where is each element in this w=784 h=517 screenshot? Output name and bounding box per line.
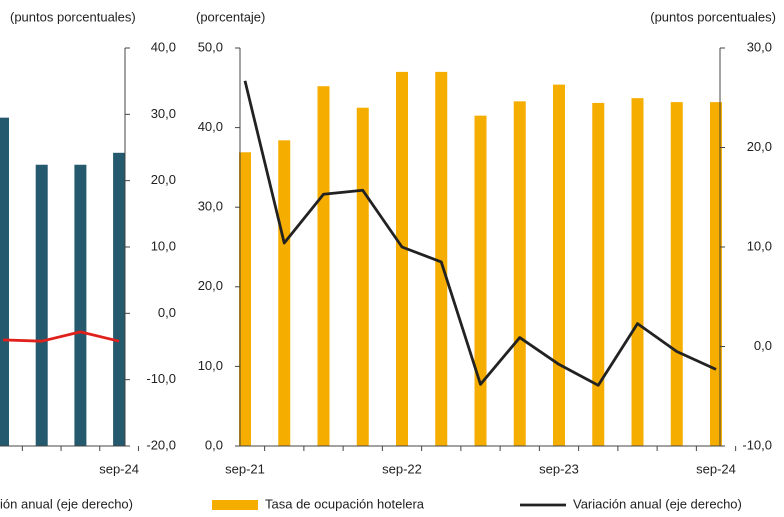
y2-tick-label: 30,0 bbox=[747, 39, 772, 54]
y-tick-label: 30,0 bbox=[198, 199, 223, 214]
y-tick-label: 0,0 bbox=[158, 305, 176, 320]
x-tick-label: sep-22 bbox=[382, 461, 422, 476]
legend-swatch bbox=[212, 500, 258, 510]
y-tick-label: 30,0 bbox=[151, 106, 176, 121]
line-series bbox=[243, 80, 717, 387]
bar bbox=[553, 84, 565, 446]
y2-tick-label: 10,0 bbox=[747, 238, 772, 253]
bar bbox=[396, 71, 408, 446]
y-tick-label: -20,0 bbox=[146, 437, 176, 452]
y-tick-label: 20,0 bbox=[151, 172, 176, 187]
y-tick-label: 0,0 bbox=[205, 437, 223, 452]
bar bbox=[35, 164, 48, 446]
line-series bbox=[2, 330, 120, 343]
bar bbox=[278, 140, 291, 446]
bar bbox=[356, 107, 369, 446]
y2-tick-label: 20,0 bbox=[747, 139, 772, 154]
x-tick-label: sep-24 bbox=[99, 461, 139, 476]
y-tick-label: 10,0 bbox=[198, 358, 223, 373]
bar bbox=[710, 102, 722, 447]
x-tick-label: sep-24 bbox=[696, 461, 736, 476]
legend-label: ión anual (eje derecho) bbox=[0, 496, 133, 511]
axis-label: (porcentaje) bbox=[196, 9, 265, 24]
y-tick-label: 10,0 bbox=[151, 238, 176, 253]
bar bbox=[631, 98, 644, 446]
bar bbox=[239, 152, 251, 446]
y-tick-label: -10,0 bbox=[146, 371, 176, 386]
x-tick-label: sep-21 bbox=[225, 461, 265, 476]
legend-label: Variación anual (eje derecho) bbox=[573, 496, 742, 511]
x-tick-label: sep-23 bbox=[539, 461, 579, 476]
bar bbox=[317, 86, 330, 446]
bar bbox=[670, 102, 683, 447]
bar bbox=[0, 117, 9, 447]
axis2-label: (puntos porcentuales) bbox=[650, 9, 776, 24]
bar bbox=[74, 164, 87, 446]
bar bbox=[113, 152, 126, 446]
y2-tick-label: -10,0 bbox=[742, 437, 772, 452]
bar bbox=[435, 71, 448, 446]
y-tick-label: 40,0 bbox=[198, 119, 223, 134]
bar bbox=[592, 102, 605, 446]
y2-tick-label: 0,0 bbox=[754, 338, 772, 353]
y-tick-label: 40,0 bbox=[151, 39, 176, 54]
bar bbox=[513, 101, 526, 446]
y-tick-label: 50,0 bbox=[198, 39, 223, 54]
legend-label: Tasa de ocupación hotelera bbox=[265, 496, 425, 511]
axis-label: (puntos porcentuales) bbox=[10, 9, 136, 24]
bar bbox=[474, 115, 487, 446]
y-tick-label: 20,0 bbox=[198, 278, 223, 293]
